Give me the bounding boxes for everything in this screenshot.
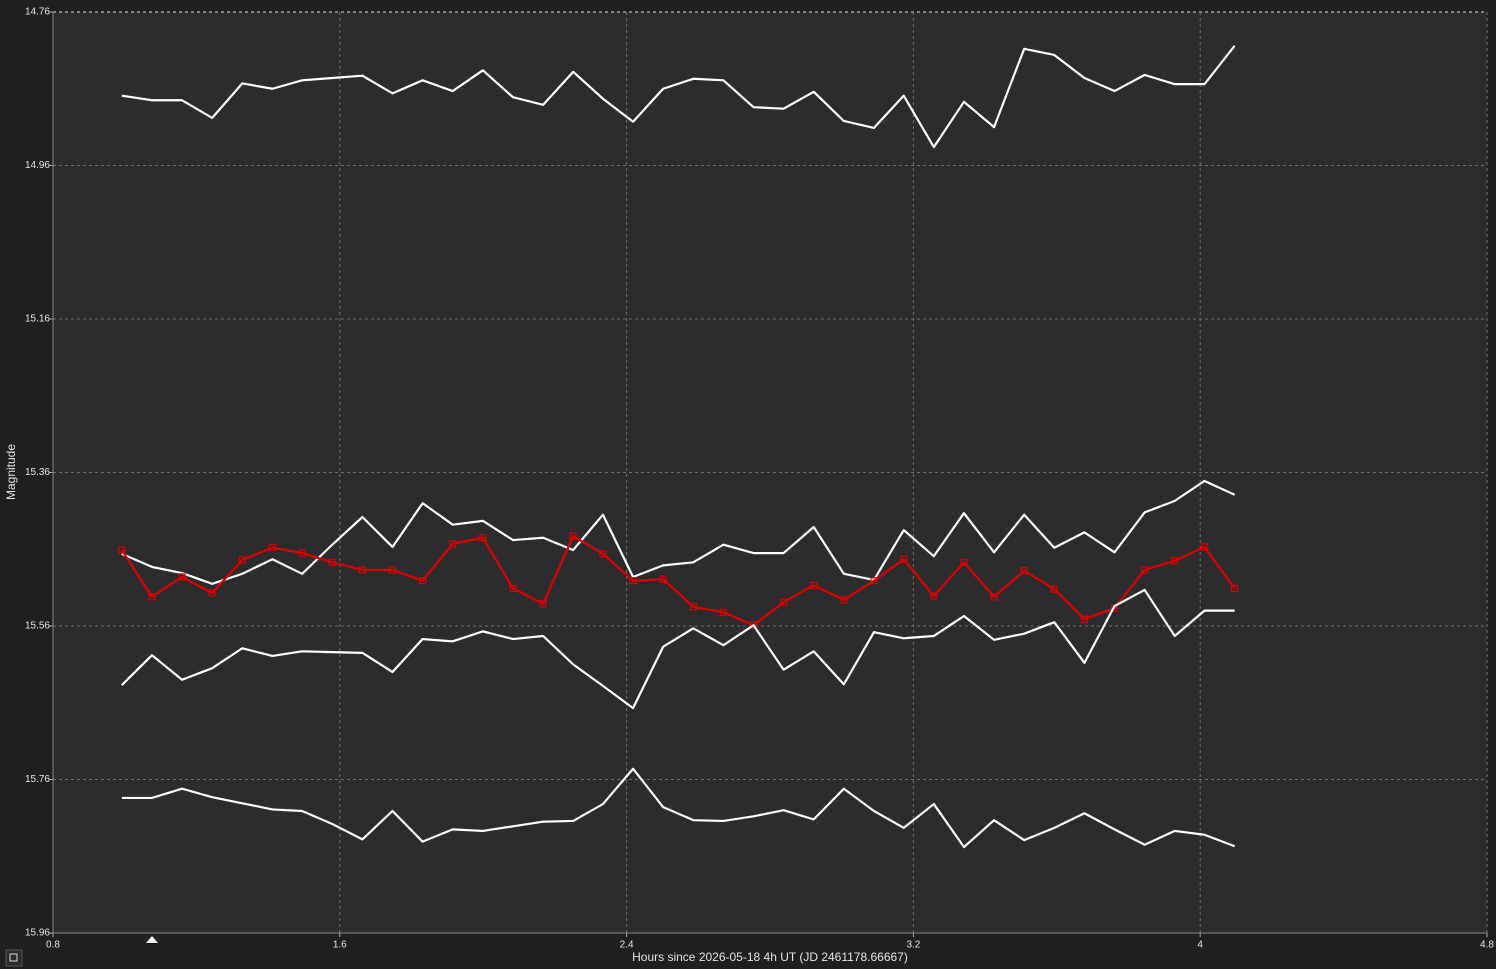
data-point <box>569 532 577 540</box>
data-point <box>388 566 397 574</box>
data-point <box>870 577 878 585</box>
data-point <box>328 558 336 566</box>
data-point <box>1080 615 1089 623</box>
data-point <box>539 600 547 608</box>
x-tick-label: 2.4 <box>620 940 634 951</box>
y-tick-label: 14.76 <box>25 7 50 18</box>
x-tick-label: 0.8 <box>46 940 60 951</box>
data-point <box>810 581 818 589</box>
slider-marker[interactable] <box>146 936 158 943</box>
y-axis-title: Magnitude <box>4 444 18 500</box>
data-point <box>900 555 908 563</box>
data-point <box>780 598 788 606</box>
data-point <box>719 608 727 616</box>
y-tick-label: 15.36 <box>25 467 50 478</box>
data-point <box>1200 543 1209 551</box>
data-point <box>659 575 667 583</box>
series-line <box>121 588 1235 710</box>
y-tick-label: 14.96 <box>25 160 50 171</box>
data-point <box>358 566 366 574</box>
data-point <box>629 577 637 585</box>
data-point <box>238 556 246 564</box>
data-point <box>689 603 697 611</box>
data-point <box>479 534 487 542</box>
data-point <box>1231 584 1239 592</box>
series-line <box>120 535 1236 627</box>
data-point <box>298 549 306 557</box>
y-tick-label: 15.76 <box>25 774 50 785</box>
y-tick-label: 15.56 <box>25 621 50 632</box>
series-line <box>121 45 1236 149</box>
y-tick-label: 15.16 <box>25 314 50 325</box>
data-point <box>509 584 517 592</box>
corner-button[interactable] <box>5 949 23 967</box>
data-point <box>599 550 607 558</box>
data-point <box>178 573 186 581</box>
data-point <box>118 546 126 554</box>
data-point <box>840 596 848 604</box>
corner-icon <box>9 953 18 962</box>
data-point <box>268 544 277 552</box>
data-point <box>1171 557 1179 565</box>
data-point <box>148 593 156 601</box>
data-point <box>419 577 427 585</box>
x-tick-label: 4.8 <box>1480 940 1494 951</box>
data-point <box>1050 585 1058 593</box>
data-point <box>990 593 998 601</box>
data-point <box>1141 566 1149 574</box>
y-tick-label: 15.96 <box>25 928 50 939</box>
x-tick-label: 4 <box>1197 940 1203 951</box>
x-tick-label: 3.2 <box>906 940 920 951</box>
series-line <box>121 767 1236 849</box>
data-point <box>960 558 968 566</box>
data-point <box>1020 567 1028 575</box>
data-point <box>930 592 938 600</box>
data-point <box>208 589 216 597</box>
data-point <box>449 540 457 548</box>
x-tick-label: 1.6 <box>333 940 347 951</box>
series-line <box>121 479 1236 585</box>
x-axis-title: Hours since 2026-05-18 4h UT (JD 2461178… <box>632 950 908 964</box>
data-point <box>749 621 758 629</box>
